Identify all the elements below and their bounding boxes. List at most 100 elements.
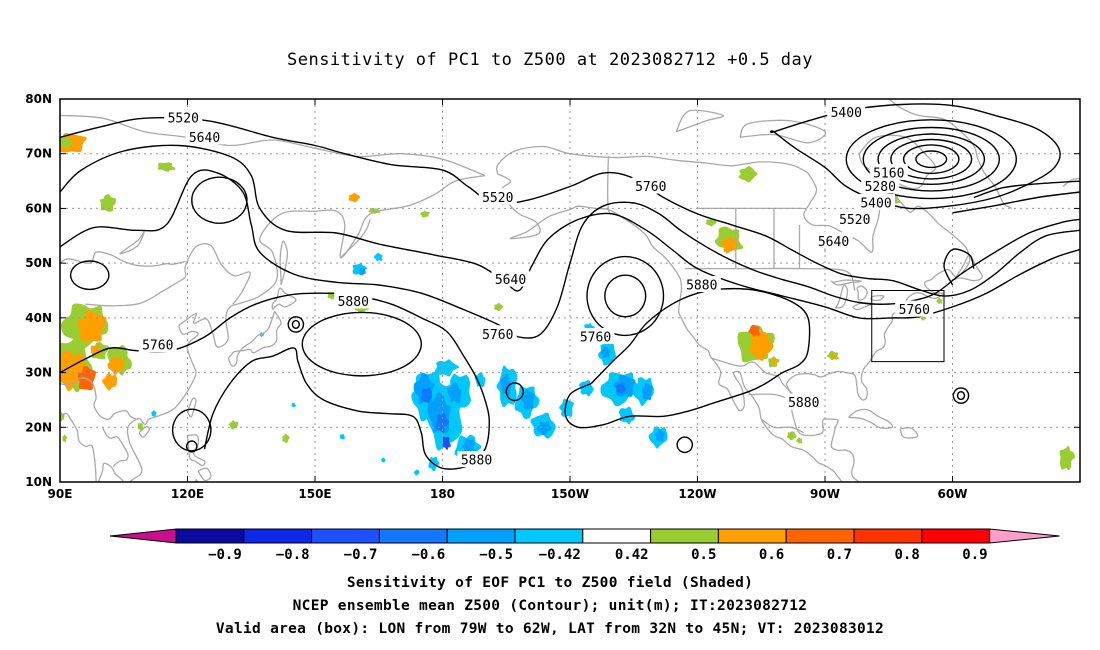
coastline-segment — [835, 284, 849, 309]
lat-tick-label: 20N — [25, 420, 52, 434]
sensitivity-shading — [60, 133, 1076, 476]
coastline-segment — [228, 310, 282, 367]
lon-tick-label: 150E — [298, 487, 331, 501]
coastline-segment — [101, 427, 129, 468]
sensitivity-patch — [462, 438, 475, 455]
coastline-segment — [271, 287, 297, 311]
contour-label: 5280 — [865, 180, 896, 195]
sensitivity-patch — [373, 252, 383, 262]
coastline-segment — [186, 434, 206, 467]
z500-contour-line — [291, 319, 301, 329]
contour-label-bg — [457, 451, 496, 468]
sensitivity-patch — [90, 344, 103, 356]
colorbar-bin — [717, 528, 787, 544]
contour-label-bg — [861, 177, 900, 194]
contour-label: 5760 — [482, 328, 513, 343]
contour-labels: 5520564055205760540051605280540055205640… — [138, 103, 934, 469]
lon-tick-label: 180 — [430, 487, 455, 501]
z500-contour-line — [973, 180, 1080, 199]
coastline-segment — [830, 279, 862, 286]
colorbar-bin — [582, 528, 652, 544]
colorbar-tick-label: −0.6 — [411, 547, 445, 563]
sensitivity-patch — [381, 457, 386, 463]
lat-tick-label: 30N — [25, 366, 52, 380]
coastline-segment — [497, 173, 843, 482]
coastline-segment — [786, 172, 971, 482]
colorbar-tick-label: −0.9 — [208, 547, 242, 563]
sensitivity-patch — [99, 194, 117, 212]
sensitivity-patch — [107, 356, 125, 375]
sensitivity-patch — [62, 434, 67, 443]
sensitivity-patch — [641, 382, 653, 401]
sensitivity-patch — [282, 433, 290, 443]
contour-label: 5880 — [461, 454, 492, 469]
sensitivity-patch — [600, 346, 611, 359]
colorbar-bin — [378, 528, 448, 544]
z500-contour-line — [60, 292, 491, 470]
coastline-segment — [739, 119, 827, 144]
z500-contour-line — [877, 133, 986, 186]
colorbar-tick-label: 0.6 — [759, 547, 784, 563]
contour-label: 5760 — [580, 331, 611, 346]
contour-label: 5880 — [788, 396, 819, 411]
contour-label-bg — [631, 177, 670, 194]
colorbar-tick-label: −0.7 — [344, 547, 378, 563]
colorbar-tick-label: 0.7 — [827, 547, 852, 563]
contour-label: 5880 — [686, 279, 717, 294]
colorbar-tick-label: 0.5 — [691, 547, 716, 563]
coastline-segment — [495, 145, 809, 175]
coastline-segment — [60, 377, 137, 420]
contour-label: 5400 — [860, 196, 891, 211]
lon-tick-label: 60W — [938, 487, 968, 501]
contour-label: 5520 — [168, 112, 199, 127]
sensitivity-patch — [1059, 445, 1076, 471]
sensitivity-patch — [60, 135, 73, 149]
z500-contour-line — [586, 255, 665, 337]
sensitivity-patch — [786, 431, 797, 441]
contour-label-bg — [827, 103, 866, 120]
contour-label: 5640 — [495, 273, 526, 288]
sensitivity-patch — [348, 192, 361, 203]
coastline-segment — [138, 425, 150, 438]
contour-label: 5760 — [142, 339, 173, 354]
lat-tick-label: 60N — [25, 201, 52, 215]
z500-contour-line — [915, 150, 948, 169]
lon-tick-label: 90E — [48, 487, 73, 501]
sensitivity-patch — [420, 387, 435, 404]
footer-line-1: Sensitivity of EOF PC1 to Z500 field (Sh… — [346, 575, 754, 591]
z500-contour-line — [191, 176, 248, 224]
contour-label-bg — [576, 328, 615, 345]
colorbar-tick-label: 0.8 — [895, 547, 920, 563]
coastline-segment — [279, 240, 289, 286]
coastline-segment — [847, 408, 894, 429]
sensitivity-patch — [413, 469, 420, 476]
sensitivity-patch — [447, 382, 462, 403]
sensitivity-patch — [521, 389, 535, 410]
sensitivity-patch — [536, 421, 552, 436]
sensitivity-patch — [434, 359, 460, 377]
contour-label: 5760 — [899, 303, 930, 318]
contour-label-bg — [491, 270, 530, 287]
contour-label-bg — [682, 276, 721, 293]
footer-line-3: Valid area (box): LON from 79W to 62W, L… — [215, 621, 885, 637]
contour-label-bg — [164, 109, 203, 126]
coastline-segment — [85, 243, 251, 307]
contour-label-bg — [185, 128, 224, 145]
sensitivity-patch — [368, 208, 381, 214]
gridlines — [60, 99, 1080, 482]
contour-label: 5640 — [189, 131, 220, 146]
z500-contour-line — [60, 144, 1080, 320]
z500-contour-line — [301, 311, 423, 377]
contour-label: 5520 — [482, 191, 513, 206]
z500-contour-line — [564, 287, 811, 429]
sensitivity-patch — [291, 402, 296, 408]
contour-label-bg — [138, 336, 177, 353]
z500-contour-line — [956, 391, 966, 401]
sensitivity-patch — [339, 433, 346, 440]
z500-contour-line — [604, 274, 647, 318]
z500-contour-line — [505, 382, 525, 402]
colorbar-tick-label: −0.5 — [479, 547, 513, 563]
lat-tick-label: 80N — [25, 92, 52, 106]
colorbar-bin — [311, 528, 380, 544]
